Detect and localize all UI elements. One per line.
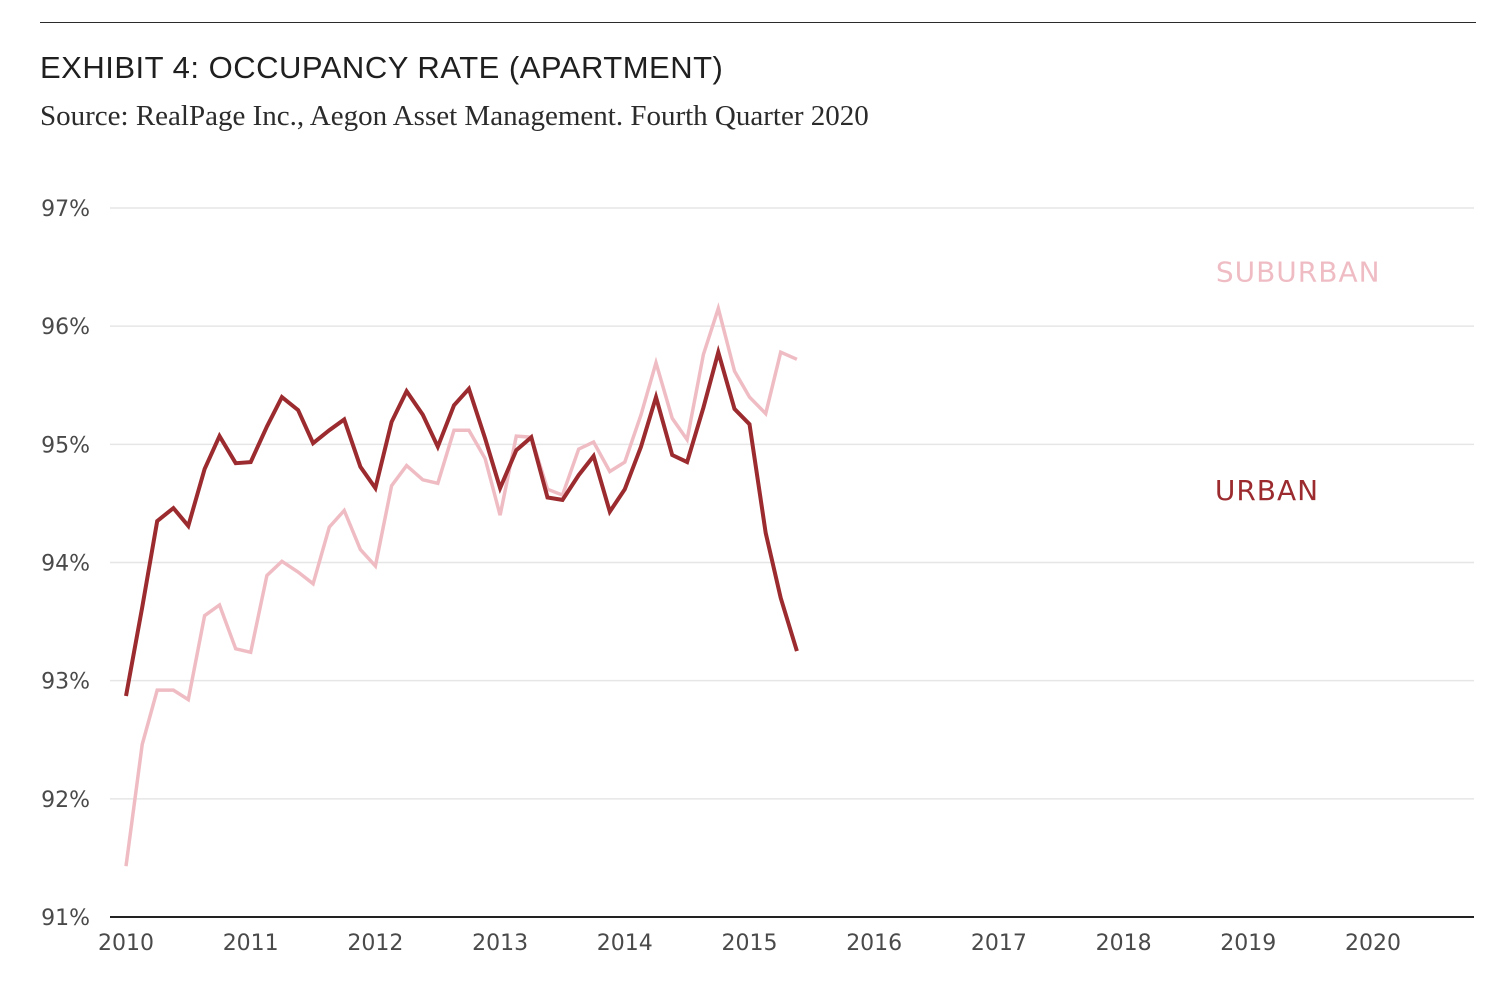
y-tick-label: 97% [41,197,90,222]
y-tick-label: 91% [41,906,90,931]
series-label-suburban: SUBURBAN [1216,255,1381,288]
series-label-urban: URBAN [1215,474,1319,507]
y-tick-label: 96% [41,315,90,340]
series-lines [124,302,799,867]
x-tick-label: 2017 [971,931,1027,956]
top-rule [40,22,1476,23]
y-tick-label: 92% [41,788,90,813]
series-line-urban [124,344,799,697]
x-tick-label: 2011 [223,931,279,956]
series-annotations: SUBURBAN URBAN [1215,255,1381,507]
x-tick-label: 2014 [597,931,653,956]
y-tick-label: 94% [41,552,90,577]
x-tick-label: 2015 [722,931,778,956]
chart-title: EXHIBIT 4: OCCUPANCY RATE (APARTMENT) [40,50,724,85]
y-tick-label: 95% [41,433,90,458]
grid-lines [110,207,1474,800]
x-tick-label: 2010 [98,931,154,956]
x-tick-label: 2019 [1220,931,1276,956]
series-line-suburban [124,302,798,867]
x-tick-label: 2012 [347,931,403,956]
x-axis: 2010 2011 2012 2013 2014 2015 2016 2017 2018 2019… [98,931,1401,956]
y-tick-label: 93% [41,670,90,695]
x-tick-label: 2018 [1096,931,1152,956]
y-axis: 91% 92% 93% 94% 95% 96% 97% [41,197,90,931]
x-tick-label: 2013 [472,931,528,956]
x-tick-label: 2016 [846,931,902,956]
x-tick-label: 2020 [1345,931,1401,956]
chart-subtitle: Source: RealPage Inc., Aegon Asset Manag… [40,100,869,132]
